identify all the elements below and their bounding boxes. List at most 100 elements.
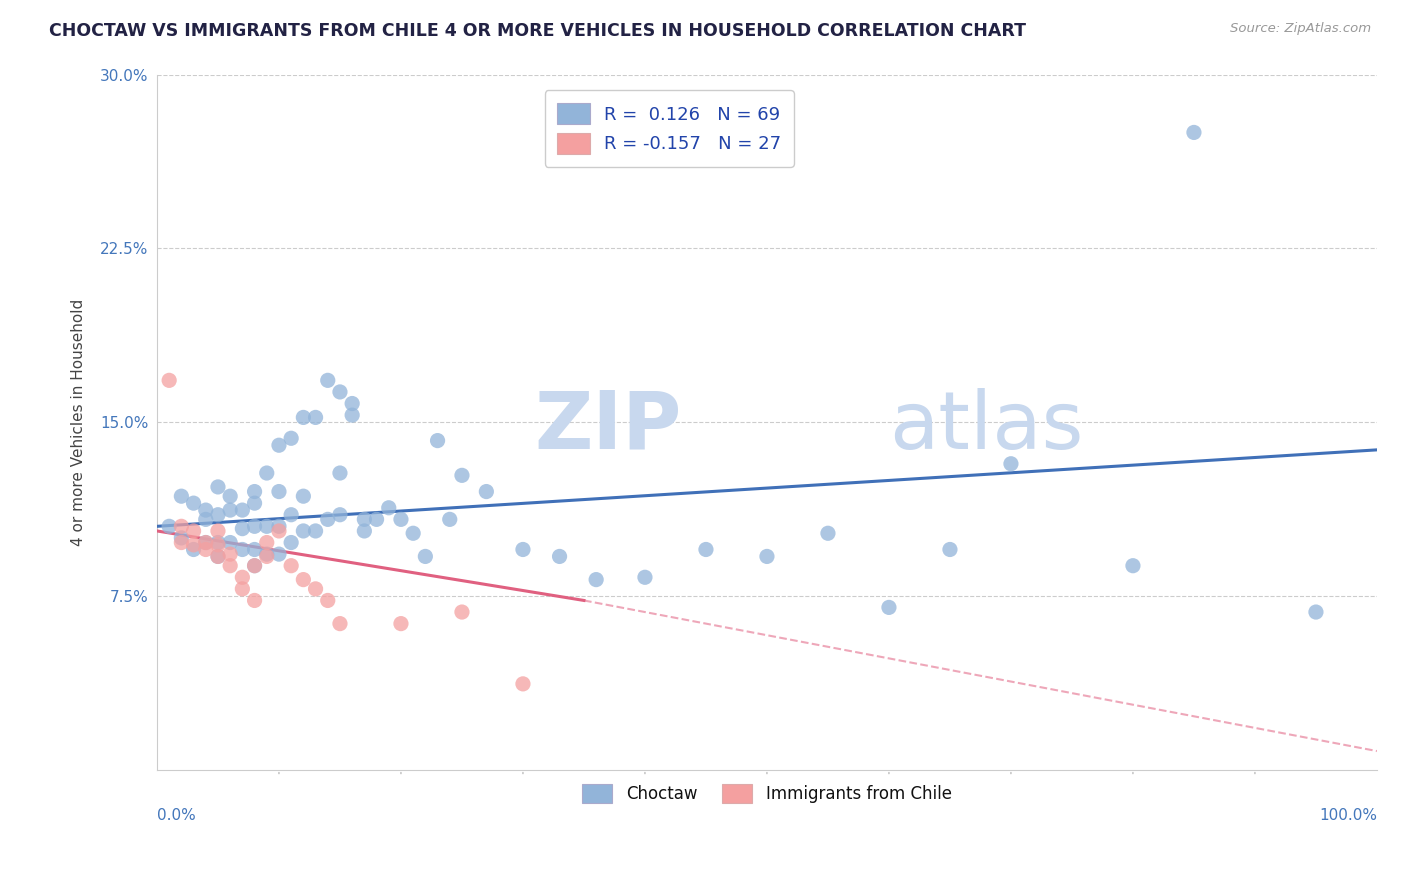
Point [329,466,352,480]
Point [280,508,302,522]
Point [170,489,193,503]
Point [256,519,278,533]
Point [243,593,266,607]
Point [183,524,205,538]
Point [1182,125,1205,139]
Point [585,573,607,587]
Point [817,526,839,541]
Point [415,549,437,564]
Point [267,519,290,533]
Point [280,558,302,573]
Point [1122,558,1144,573]
Point [243,558,266,573]
Text: 0.0%: 0.0% [157,808,195,823]
Point [243,542,266,557]
Point [207,524,229,538]
Point [256,549,278,564]
Point [939,542,962,557]
Point [194,542,217,557]
Point [877,600,900,615]
Point [267,484,290,499]
Point [329,384,352,399]
Point [256,466,278,480]
Point [329,616,352,631]
Point [451,468,474,483]
Point [512,542,534,557]
Point [219,547,242,561]
Point [183,538,205,552]
Point [157,519,180,533]
Point [426,434,449,448]
Point [377,500,399,515]
Text: CHOCTAW VS IMMIGRANTS FROM CHILE 4 OR MORE VEHICLES IN HOUSEHOLD CORRELATION CHA: CHOCTAW VS IMMIGRANTS FROM CHILE 4 OR MO… [49,22,1026,40]
Point [207,538,229,552]
Point [439,512,461,526]
Point [389,512,412,526]
Point [304,524,326,538]
Point [280,431,302,445]
Point [219,558,242,573]
Point [256,535,278,549]
Legend: Choctaw, Immigrants from Chile: Choctaw, Immigrants from Chile [575,777,959,810]
Point [292,489,315,503]
Point [243,519,266,533]
Point [183,542,205,557]
Point [340,408,363,422]
Point [475,484,498,499]
Point [231,570,253,584]
Text: atlas: atlas [890,388,1084,466]
Point [194,535,217,549]
Point [304,582,326,596]
Point [634,570,657,584]
Point [329,508,352,522]
Point [207,549,229,564]
Point [231,503,253,517]
Point [340,396,363,410]
Point [292,524,315,538]
Point [231,542,253,557]
Text: ZIP: ZIP [534,388,682,466]
Point [194,512,217,526]
Point [1305,605,1327,619]
Point [207,508,229,522]
Text: 100.0%: 100.0% [1319,808,1376,823]
Point [243,484,266,499]
Point [170,531,193,545]
Point [231,582,253,596]
Point [292,410,315,425]
Point [512,677,534,691]
Point [219,489,242,503]
Point [219,535,242,549]
Point [183,496,205,510]
Point [402,526,425,541]
Point [243,496,266,510]
Y-axis label: 4 or more Vehicles in Household: 4 or more Vehicles in Household [72,299,86,546]
Point [207,535,229,549]
Point [292,573,315,587]
Point [219,503,242,517]
Point [389,616,412,631]
Point [695,542,717,557]
Point [366,512,388,526]
Point [194,535,217,549]
Point [194,503,217,517]
Point [280,535,302,549]
Point [451,605,474,619]
Point [170,535,193,549]
Point [316,512,339,526]
Text: Source: ZipAtlas.com: Source: ZipAtlas.com [1230,22,1371,36]
Point [1000,457,1022,471]
Point [267,524,290,538]
Point [316,593,339,607]
Point [353,512,375,526]
Point [256,547,278,561]
Point [353,524,375,538]
Point [267,438,290,452]
Point [157,373,180,387]
Point [755,549,778,564]
Point [548,549,571,564]
Point [170,519,193,533]
Point [267,547,290,561]
Point [207,549,229,564]
Point [316,373,339,387]
